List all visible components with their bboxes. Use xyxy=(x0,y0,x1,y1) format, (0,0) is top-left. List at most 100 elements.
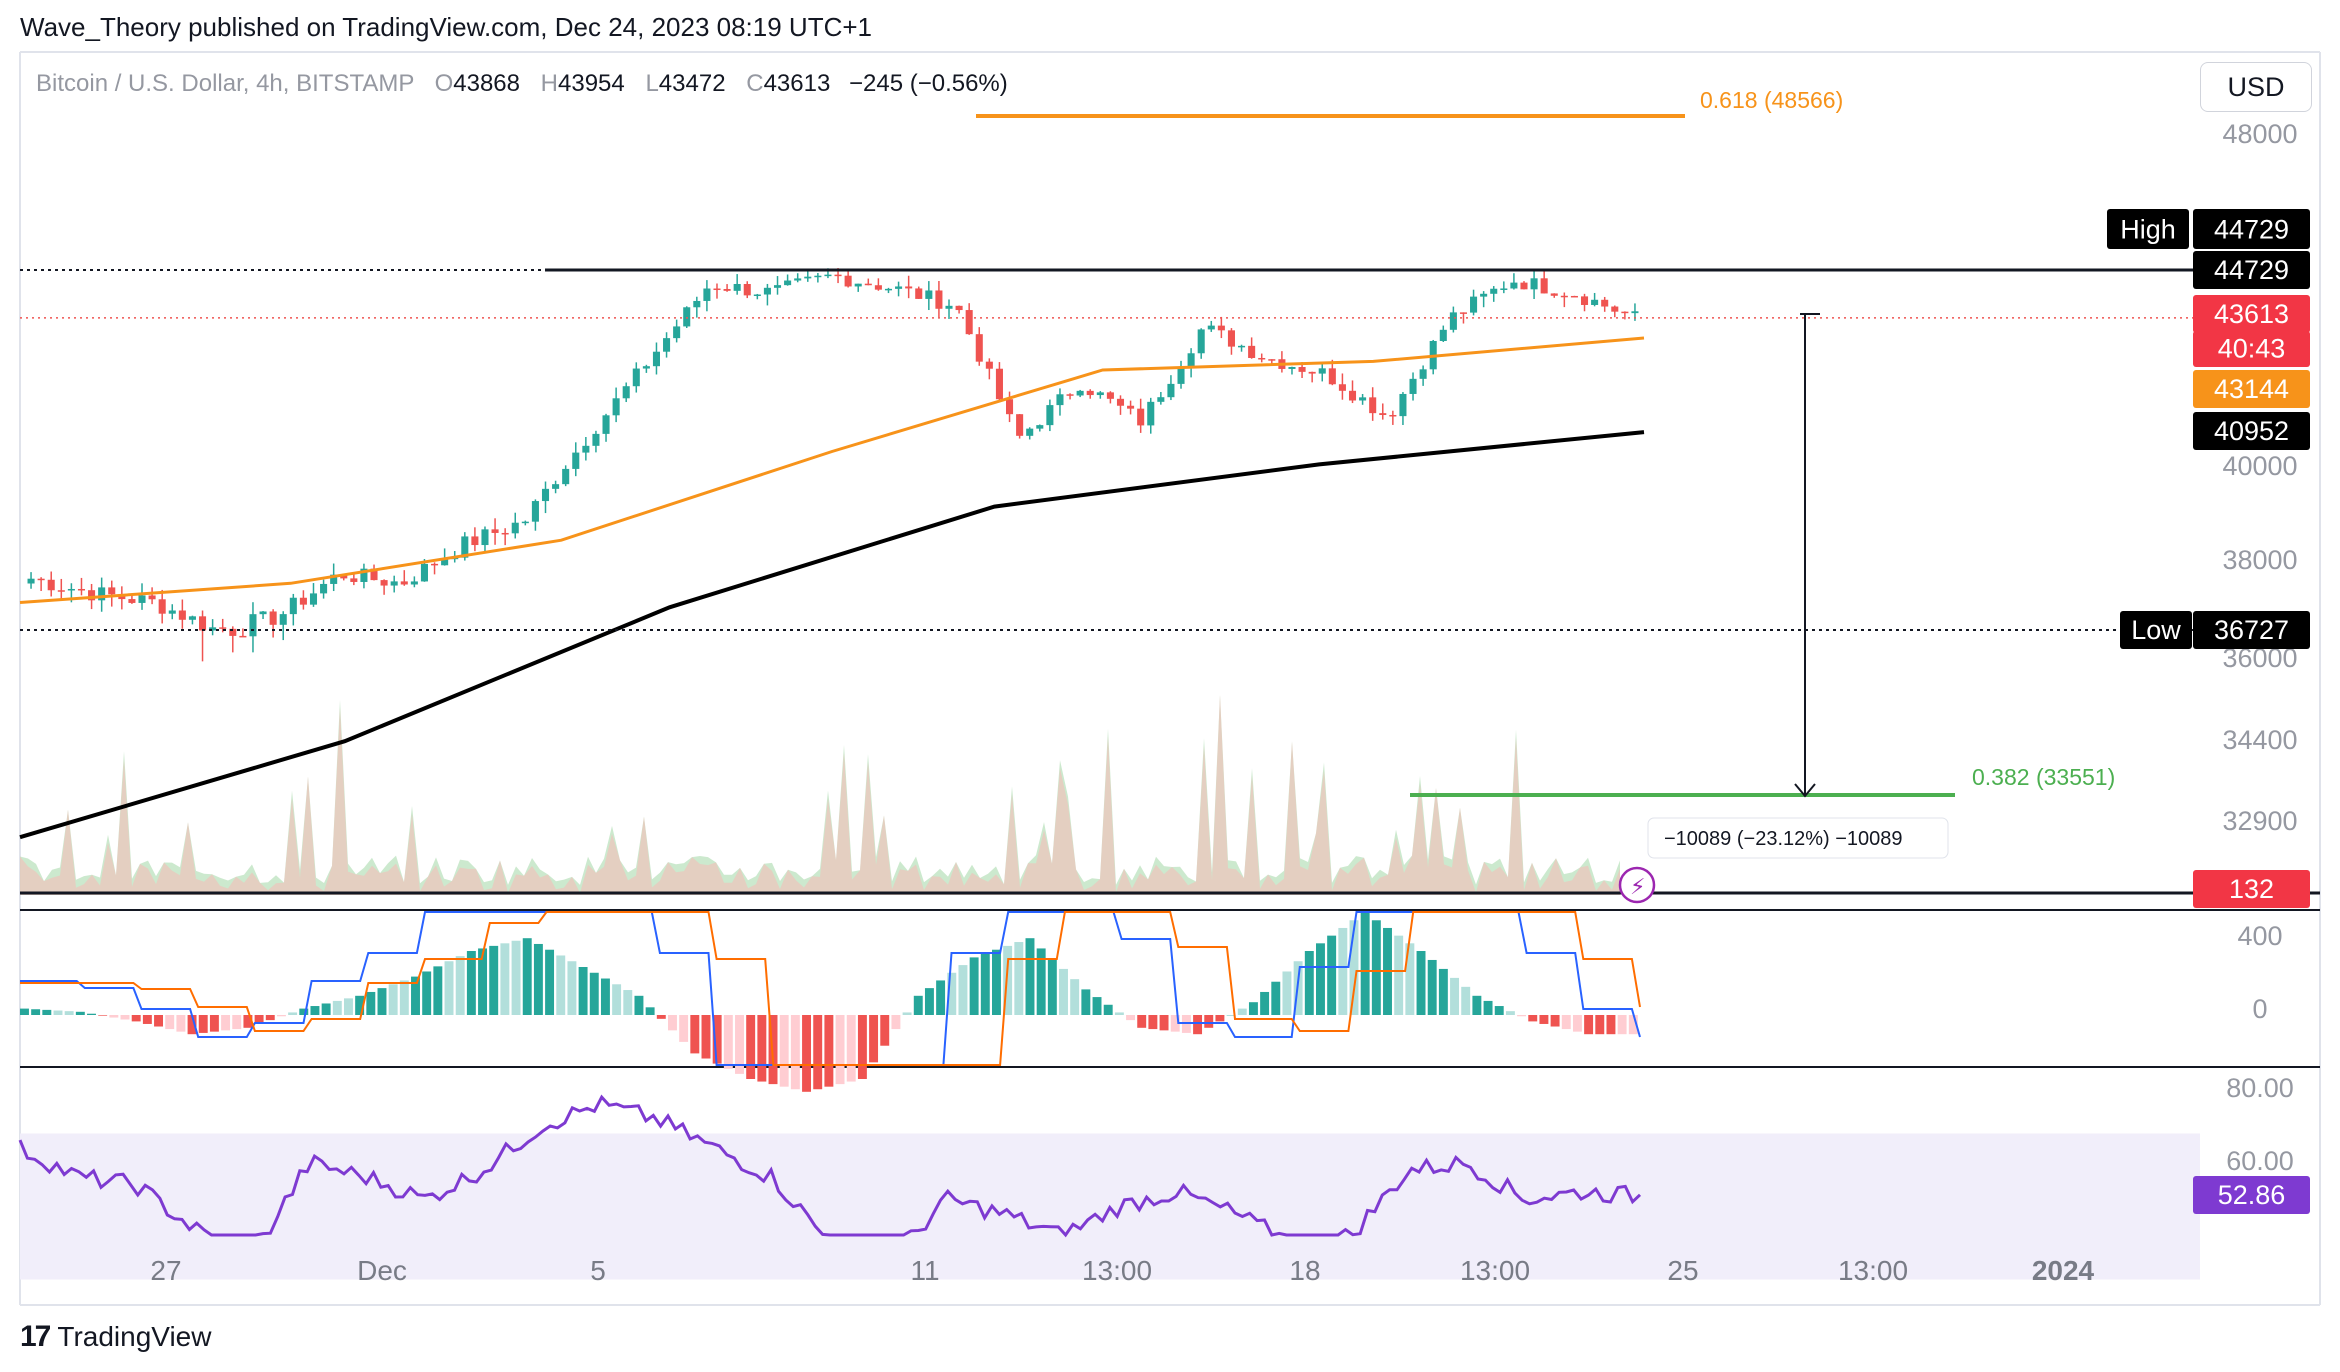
candle-body xyxy=(1076,390,1084,396)
candle-body xyxy=(330,574,338,584)
candle-body xyxy=(1399,393,1407,417)
macd-histogram-bar xyxy=(344,998,353,1015)
macd-histogram-bar xyxy=(1248,1002,1258,1015)
candle-body xyxy=(1510,282,1518,289)
close-label: C xyxy=(746,70,764,97)
time-tick-label: 25 xyxy=(1667,1255,1698,1286)
candle-body xyxy=(37,578,45,581)
volume-area-green xyxy=(20,695,1620,895)
low-value-text: 36727 xyxy=(2214,615,2289,645)
symbol-legend: Bitcoin / U.S. Dollar, 4h, BITSTAMP O438… xyxy=(36,70,1008,98)
tradingview-footer[interactable]: 17 TradingView xyxy=(20,1320,211,1354)
macd-histogram-bar xyxy=(902,1012,912,1015)
macd-histogram-bar xyxy=(165,1015,175,1030)
macd-histogram-bar xyxy=(600,978,610,1015)
candle-body xyxy=(1207,325,1215,330)
macd-histogram-bar xyxy=(1081,989,1091,1015)
macd-histogram-bar xyxy=(1360,912,1370,1015)
macd-histogram-bar xyxy=(265,1015,275,1021)
candle-body xyxy=(380,580,388,586)
macd-histogram-bar xyxy=(1405,943,1415,1015)
candle-body xyxy=(1611,306,1619,312)
macd-histogram-bar xyxy=(411,976,420,1015)
candle-body xyxy=(1056,394,1064,406)
macd-histogram-bar xyxy=(813,1015,823,1090)
candle-body xyxy=(1530,278,1538,290)
measure-label-box xyxy=(1647,817,1949,859)
macd-histogram-bar xyxy=(1304,951,1314,1015)
low-value: 43472 xyxy=(658,70,726,97)
candle-body xyxy=(1318,368,1326,374)
high-tag-text: High xyxy=(2120,215,2176,245)
candle-body xyxy=(1369,397,1377,414)
candle-body xyxy=(794,278,802,281)
candle-body xyxy=(491,529,499,533)
macd-histogram-bar xyxy=(1126,1015,1136,1021)
macd-histogram-bar xyxy=(131,1015,141,1022)
candle-body xyxy=(350,578,358,582)
candle-body xyxy=(814,275,822,278)
candle-body xyxy=(188,616,196,620)
candle-body xyxy=(1550,293,1558,296)
candle-body xyxy=(511,522,519,534)
macd-histogram-bar xyxy=(1204,1015,1214,1028)
macd-histogram-bar xyxy=(1327,935,1337,1015)
candle-body xyxy=(249,614,257,637)
candle-body xyxy=(420,563,428,582)
candle-body xyxy=(1570,295,1578,298)
candle-body xyxy=(410,581,418,585)
macd-histogram-bar xyxy=(154,1015,164,1027)
macd-histogram-bar xyxy=(466,951,476,1015)
macd-histogram-bar xyxy=(1505,1011,1515,1015)
macd-histogram-bar xyxy=(1628,1015,1638,1035)
candle-body xyxy=(1348,390,1357,401)
time-tick-label: Dec xyxy=(357,1255,407,1286)
macd-histogram-bar xyxy=(1148,1015,1158,1030)
symbol-name[interactable]: Bitcoin / U.S. Dollar, 4h, BITSTAMP xyxy=(36,70,414,97)
macd-histogram-bar xyxy=(87,1013,96,1015)
last-price-text: 43613 xyxy=(2214,299,2289,329)
macd-histogram-bar xyxy=(1461,986,1471,1015)
candle-body xyxy=(148,595,156,600)
macd-histogram-bar xyxy=(288,1012,298,1015)
candle-body xyxy=(1227,330,1235,347)
macd-histogram-bar xyxy=(1450,977,1460,1015)
macd-histogram-bar xyxy=(1338,927,1348,1015)
macd-histogram-bar xyxy=(1472,995,1482,1015)
candle-body xyxy=(642,366,650,369)
macd-histogram-bar xyxy=(835,1015,845,1085)
candle-body xyxy=(572,452,580,469)
macd-histogram-bar xyxy=(992,949,1001,1015)
candle-body xyxy=(1459,312,1467,314)
macd-histogram-bar xyxy=(1103,1004,1113,1015)
candle-body xyxy=(431,563,439,566)
macd-histogram-bar xyxy=(1059,968,1068,1015)
price-axis[interactable]: 480004000038000360003440032900400080.006… xyxy=(2222,119,2297,1176)
ema-slow-value-box xyxy=(2193,412,2310,450)
candle-body xyxy=(1338,384,1346,391)
ema-slow-line xyxy=(19,430,1645,840)
macd-histogram-bar xyxy=(98,1015,108,1016)
candle-body xyxy=(501,532,509,535)
candle-body xyxy=(763,287,771,295)
last-price-box xyxy=(2193,295,2310,333)
tradingview-logo-icon: 17 xyxy=(20,1320,51,1353)
candle-body xyxy=(1268,359,1276,361)
macd-histogram-bar xyxy=(947,972,957,1015)
candle-body xyxy=(622,386,630,399)
macd-histogram-bar xyxy=(198,1015,208,1033)
macd-histogram-bar xyxy=(511,940,521,1015)
macd-histogram-bar xyxy=(433,966,443,1015)
candle-body xyxy=(1137,408,1145,426)
macd-histogram-bar xyxy=(1371,920,1381,1015)
macd-histogram-bar xyxy=(1561,1015,1571,1030)
candle-body xyxy=(612,398,620,416)
currency-button[interactable]: USD xyxy=(2200,62,2312,112)
volume-area-red xyxy=(20,695,1620,895)
candle-body xyxy=(905,286,913,289)
macd-histogram-bar xyxy=(869,1015,879,1063)
indicator-lines: 0.618 (48566) 0.382 (33551) −10089 (−23.12… xyxy=(19,87,2200,859)
macd-histogram-bar xyxy=(20,1008,29,1015)
time-axis[interactable]: 27 Dec 5 11 13:00 18 13:00 25 13:00 2024 xyxy=(150,1255,2094,1286)
macd-histogram-bar xyxy=(1539,1015,1549,1024)
